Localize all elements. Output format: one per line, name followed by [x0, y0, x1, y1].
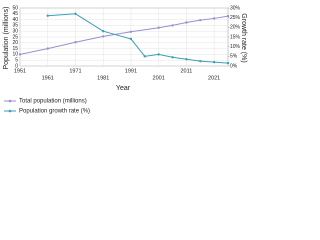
y2-tick-label: 10%: [230, 44, 241, 50]
y-tick-label: 50: [12, 5, 18, 11]
y-tick-label: 35: [12, 23, 18, 29]
y-tick-label: 10: [12, 52, 18, 58]
point: [199, 18, 202, 22]
point: [185, 58, 188, 61]
y-axis-label: Population (millions): [3, 6, 10, 69]
y-tick-label: 30: [12, 29, 18, 35]
point: [171, 24, 174, 27]
y-tick-label: 5: [15, 58, 18, 64]
legend-marker: [8, 99, 12, 103]
y-tick-label: 15: [12, 46, 18, 52]
y2-tick-label: 5%: [230, 54, 238, 60]
y-tick-label: 45: [12, 11, 18, 17]
x-tick-label: 2001: [153, 75, 165, 81]
y-tick-label: 20: [12, 40, 18, 46]
point: [199, 59, 202, 63]
x-axis-label: Year: [116, 85, 131, 92]
y2-tick-label: 0%: [230, 63, 238, 69]
x-tick-label: 1981: [97, 75, 109, 81]
point: [74, 12, 77, 15]
y-tick-label: 25: [12, 34, 18, 40]
point: [226, 61, 230, 65]
point: [129, 30, 133, 33]
y2-tick-label: 30%: [230, 5, 241, 11]
point: [143, 55, 146, 58]
legend-marker: [8, 109, 12, 113]
y-tick-label: 0: [15, 63, 18, 69]
legend-label: Population growth rate (%): [19, 109, 90, 115]
point: [74, 41, 77, 44]
point: [129, 37, 133, 41]
x-tick-label: 1951: [14, 68, 26, 74]
point: [46, 47, 49, 50]
legend-label: Total population (millions): [19, 99, 87, 105]
x-tick-label: 1991: [125, 68, 137, 74]
point: [212, 17, 216, 20]
chart: Population (millions) Growth rate (%) Ye…: [3, 5, 247, 115]
x-tick-label: 1971: [69, 68, 81, 74]
point: [18, 53, 22, 56]
point: [212, 60, 216, 64]
y2-tick-label: 15%: [230, 34, 241, 40]
x-tick-label: 2011: [180, 68, 192, 74]
point: [102, 35, 105, 38]
point: [226, 14, 230, 18]
point: [46, 14, 49, 17]
y-tick-label: 40: [12, 17, 18, 23]
point: [102, 30, 105, 33]
x-tick-label: 1961: [42, 75, 54, 81]
x-tick-label: 2021: [208, 75, 220, 81]
point: [157, 26, 160, 29]
y2-tick-label: 25%: [230, 15, 241, 21]
point: [157, 53, 160, 56]
point: [185, 21, 188, 24]
y2-tick-label: 20%: [230, 25, 241, 31]
point: [171, 56, 174, 59]
y2-axis-label: Growth rate (%): [240, 13, 247, 62]
series-line: [47, 13, 229, 64]
